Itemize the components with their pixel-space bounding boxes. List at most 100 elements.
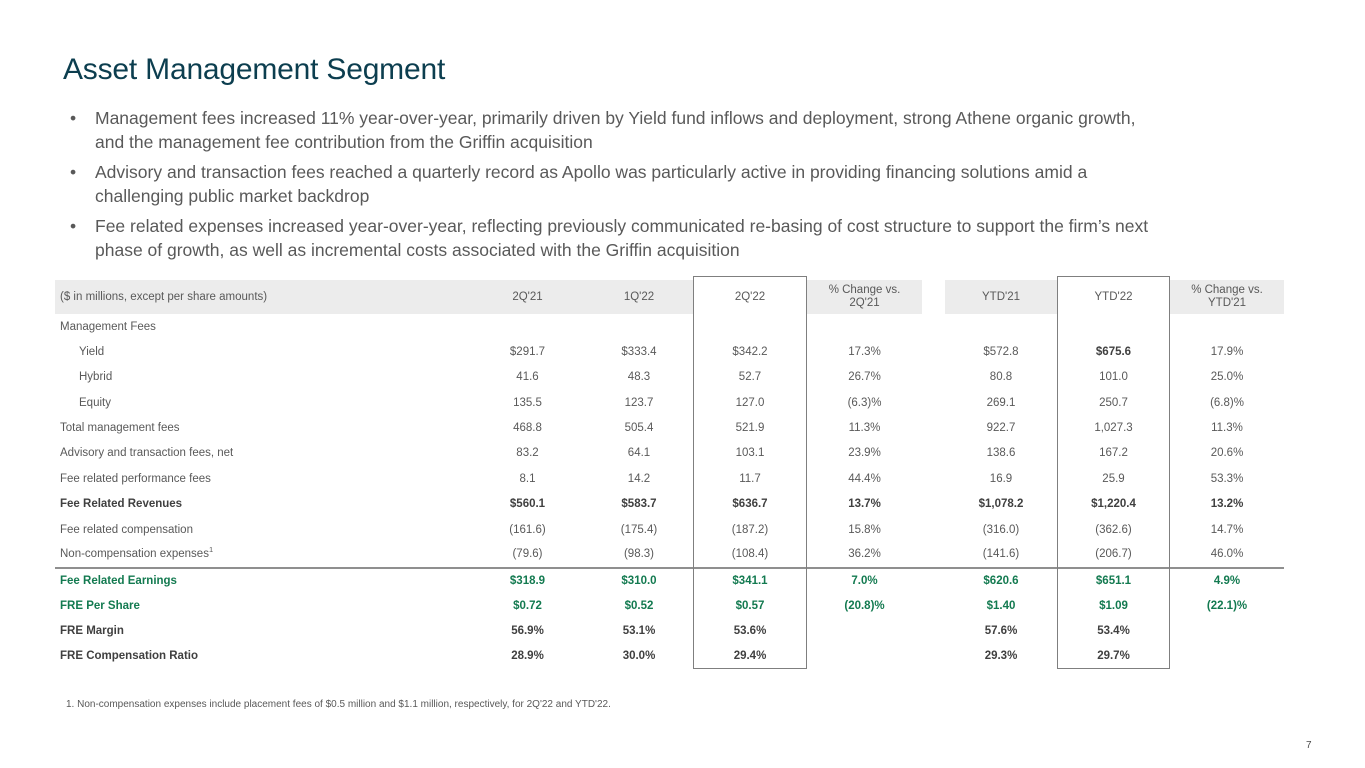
cell-value: 11.7 [739, 472, 761, 485]
column-gap [922, 516, 945, 543]
cell-value [470, 314, 585, 339]
cell-value: (316.0) [982, 523, 1020, 536]
cell-value: (161.6) [509, 523, 546, 536]
cell-value: $1,078.2 [978, 498, 1024, 511]
cell-value: 46.0% [1210, 548, 1244, 561]
table-row: Fee related performance fees 8.1 14.2 11.7 4… [55, 466, 1284, 492]
cell-value: (175.4) [620, 523, 658, 536]
financial-table-container: ($ in millions, except per share amounts… [55, 276, 1284, 670]
cell-value: (206.7) [1095, 548, 1132, 561]
row-label: Hybrid [79, 371, 113, 384]
cell-value: 7.0% [807, 566, 922, 593]
cell-value: 4.9% [1170, 566, 1284, 593]
cell-value: $333.4 [621, 346, 657, 359]
cell-value: 17.9% [1210, 346, 1244, 359]
cell-value: 53.4% [1097, 624, 1130, 637]
cell-value: 57.6% [984, 624, 1018, 637]
bullet-icon: • [70, 216, 77, 236]
row-label: Advisory and transaction fees, net [60, 447, 234, 460]
table-row: Fee Related Revenues $560.1 $583.7 $636.7 13… [55, 491, 1284, 517]
cell-value: 11.3% [1211, 422, 1243, 435]
bullet-icon: • [70, 108, 77, 128]
cell-value: 167.2 [1099, 447, 1128, 460]
cell-value: $560.1 [509, 498, 546, 511]
cell-value: 14.7% [1210, 523, 1244, 536]
table-row: Yield $291.7 $333.4 $342.2 17.3% $572.8 $675.6… [55, 339, 1284, 365]
cell-value: $636.7 [732, 498, 768, 511]
cell-value: $291.7 [509, 346, 546, 359]
cell-value: 36.2% [848, 548, 881, 561]
cell-value: $0.52 [624, 599, 654, 612]
cell-value [1170, 618, 1284, 643]
cell-value: 138.6 [986, 447, 1016, 460]
cell-value: $1.09 [1099, 599, 1128, 612]
financial-table: ($ in millions, except per share amounts… [55, 280, 1284, 670]
cell-value: $342.2 [732, 346, 768, 359]
cell-value: 29.4% [733, 650, 767, 663]
cell-value: 23.9% [848, 447, 881, 460]
cell-value: $675.6 [1095, 346, 1132, 359]
cell-value: 269.1 [986, 396, 1016, 409]
table-header-row: ($ in millions, except per share amounts… [55, 280, 1284, 314]
cell-value: (79.6) [512, 548, 543, 561]
table-row: Non-compensation expenses1 (79.6) (98.3) (1… [55, 542, 1284, 568]
column-gap [922, 592, 945, 619]
bullet-text: Advisory and transaction fees reached a … [95, 162, 1088, 206]
row-label: Management Fees [60, 320, 156, 333]
cell-value: 53.3% [1210, 472, 1244, 485]
cell-value [1170, 314, 1284, 339]
cell-value: 25.0% [1210, 371, 1244, 384]
column-header-pct-change-q: % Change vs. 2Q'21 [807, 280, 922, 314]
cell-value: 53.6% [733, 624, 767, 637]
cell-value: (22.1)% [1206, 599, 1248, 612]
column-gap [922, 314, 945, 340]
row-label: FRE Margin [60, 624, 124, 637]
cell-value: 53.1% [622, 624, 656, 637]
row-label: Fee Related Earnings [55, 566, 470, 593]
cell-value: (20.8)% [844, 599, 885, 612]
table-row: FRE Compensation Ratio 28.9% 30.0% 29.4% 29.… [55, 643, 1284, 670]
cell-value: 1,027.3 [1094, 422, 1133, 435]
cell-value: 468.8 [513, 422, 542, 435]
cell-value: 14.2 [627, 472, 651, 485]
table-row: Hybrid 41.6 48.3 52.7 26.7% 80.8 101.0 25.0% [55, 364, 1284, 391]
table-row: Equity 135.5 123.7 127.0 (6.3)% 269.1 250.7 (6.… [55, 390, 1284, 416]
row-label: Fee Related Revenues [60, 498, 183, 511]
column-gap [922, 643, 945, 670]
cell-value: 127.0 [735, 396, 765, 409]
row-label: FRE Compensation Ratio [60, 650, 199, 663]
bullet-item: • Fee related expenses increased year-ov… [63, 215, 1315, 262]
cell-value: 29.7% [1097, 650, 1130, 663]
row-label: Equity [79, 396, 111, 409]
cell-value: 25.9 [1102, 472, 1125, 485]
cell-value: $620.6 [945, 566, 1057, 593]
cell-value [585, 314, 693, 339]
cell-value: $341.1 [693, 566, 807, 593]
cell-value: 80.8 [989, 371, 1013, 384]
cell-value: 922.7 [986, 422, 1016, 435]
cell-value: 64.1 [627, 447, 651, 460]
cell-value: 26.7% [848, 371, 881, 384]
row-label: Total management fees [60, 422, 180, 435]
cell-value: 16.9 [989, 472, 1013, 485]
footnote-marker: 1 [208, 545, 214, 555]
cell-value: 48.3 [627, 371, 651, 384]
column-header-pct-change-ytd: % Change vs. YTD'21 [1170, 280, 1284, 314]
table-body: Management Fees Yield $291.7 $333.4 $342.2 17… [55, 314, 1284, 670]
cell-value: $318.9 [470, 566, 585, 593]
row-label: Yield [79, 346, 105, 359]
cell-value: 41.6 [516, 371, 539, 384]
row-label: Fee related compensation [60, 523, 193, 536]
column-header-1q22: 1Q'22 [585, 280, 693, 314]
cell-value [1057, 314, 1170, 339]
key-highlights-list: • Management fees increased 11% year-ove… [63, 107, 1315, 269]
cell-value: (6.8)% [1210, 396, 1244, 409]
cell-value: 15.8% [848, 523, 881, 536]
column-header-2q21: 2Q'21 [470, 280, 585, 314]
table-row: Fee Related Earnings $318.9 $310.0 $341.1 7.… [55, 566, 1284, 593]
column-gap [922, 466, 945, 492]
bullet-text: Management fees increased 11% year-over-… [95, 108, 1136, 152]
table-row: FRE Per Share $0.72 $0.52 $0.57 (20.8)% $1.40… [55, 592, 1284, 619]
column-header-2q22: 2Q'22 [693, 280, 807, 314]
column-gap [922, 364, 945, 391]
